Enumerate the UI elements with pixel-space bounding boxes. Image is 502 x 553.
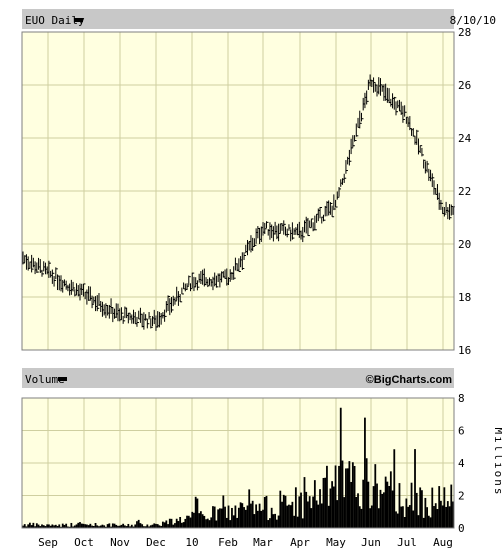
x-tick-label: 10 xyxy=(185,536,198,549)
x-tick-label: May xyxy=(326,536,346,549)
volume-y-axis-label: Millions xyxy=(492,428,502,497)
price-header-bar xyxy=(22,9,454,29)
date-label: 8/10/10 xyxy=(450,14,496,27)
volume-panel-frame xyxy=(21,397,455,529)
price-y-tick-label: 26 xyxy=(458,79,471,92)
volume-y-tick-label: 4 xyxy=(458,457,465,470)
price-y-tick-label: 18 xyxy=(458,291,471,304)
volume-label: Volume xyxy=(25,373,65,386)
price-y-ticks: 16 18 20 22 24 26 28 xyxy=(458,26,472,357)
price-y-tick-label: 24 xyxy=(458,132,472,145)
x-axis-ticks: Sep Oct Nov Dec 10 Feb Mar Apr May Jun Jul Aug xyxy=(38,536,453,549)
price-y-tick-label: 28 xyxy=(458,26,471,39)
volume-y-tick-label: 8 xyxy=(458,392,465,405)
volume-y-ticks: 0 2 4 6 8 xyxy=(458,392,465,535)
x-tick-label: Feb xyxy=(218,536,238,549)
x-tick-label: Nov xyxy=(110,536,130,549)
volume-bars xyxy=(22,407,454,528)
x-tick-label: Jun xyxy=(361,536,381,549)
x-tick-label: Sep xyxy=(38,536,58,549)
volume-header-bar xyxy=(22,368,454,388)
volume-legend-swatch xyxy=(58,377,67,381)
x-tick-label: Aug xyxy=(433,536,453,549)
volume-y-tick-label: 0 xyxy=(458,522,465,535)
x-tick-label: Apr xyxy=(290,536,310,549)
symbol-legend-swatch xyxy=(74,18,83,22)
x-tick-label: Jul xyxy=(397,536,417,549)
price-y-tick-label: 22 xyxy=(458,185,471,198)
price-y-tick-label: 20 xyxy=(458,238,471,251)
price-y-tick-label: 16 xyxy=(458,344,471,357)
x-tick-label: Dec xyxy=(146,536,166,549)
volume-y-tick-label: 2 xyxy=(458,490,465,503)
x-tick-label: Mar xyxy=(253,536,273,549)
price-bars xyxy=(22,74,455,331)
x-tick-label: Oct xyxy=(74,536,94,549)
volume-y-tick-label: 6 xyxy=(458,425,465,438)
symbol-label: EUO Daily xyxy=(25,14,85,27)
price-panel-frame xyxy=(21,31,455,351)
watermark: ©BigCharts.com xyxy=(366,374,453,386)
